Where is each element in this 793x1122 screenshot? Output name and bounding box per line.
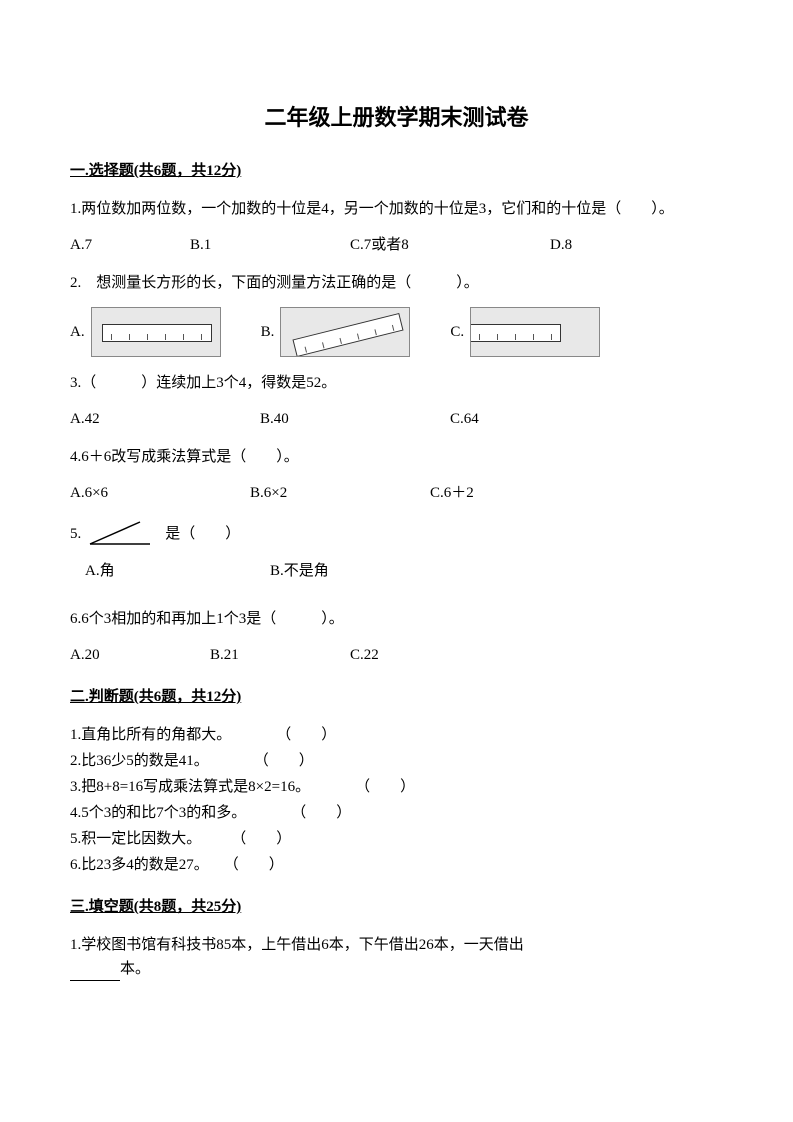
- ruler-image-c: [470, 307, 600, 357]
- q1-text: 1.两位数加两位数，一个加数的十位是4，另一个加数的十位是3，它们和的十位是（ …: [70, 197, 723, 221]
- q2-opt-c-label: C.: [450, 320, 464, 344]
- judge-5: 5.积一定比因数大。 （ ）: [70, 827, 723, 851]
- q2-text: 2. 想测量长方形的长，下面的测量方法正确的是（ ）。: [70, 271, 723, 295]
- q3-opt-a: A.42: [70, 407, 260, 431]
- q1-opt-d: D.8: [550, 233, 572, 257]
- judge-6: 6.比23多4的数是27。 （ ）: [70, 853, 723, 877]
- angle-icon: [85, 519, 155, 549]
- page-title: 二年级上册数学期末测试卷: [70, 100, 723, 135]
- judge-1: 1.直角比所有的角都大。 （ ）: [70, 723, 723, 747]
- ruler-image-a: [91, 307, 221, 357]
- question-6: 6.6个3相加的和再加上1个3是（ ）。 A.20 B.21 C.22: [70, 607, 723, 667]
- question-3: 3.（ ）连续加上3个4，得数是52。 A.42 B.40 C.64: [70, 371, 723, 431]
- q1-opt-c: C.7或者8: [350, 233, 550, 257]
- q5-post: 是（ ）: [165, 522, 240, 546]
- q1-opt-a: A.7: [70, 233, 190, 257]
- q4-opt-a: A.6×6: [70, 481, 250, 505]
- q4-options: A.6×6 B.6×2 C.6＋2: [70, 481, 723, 505]
- q2-opt-b-label: B.: [261, 320, 275, 344]
- question-1: 1.两位数加两位数，一个加数的十位是4，另一个加数的十位是3，它们和的十位是（ …: [70, 197, 723, 257]
- q3-text: 3.（ ）连续加上3个4，得数是52。: [70, 371, 723, 395]
- fill-1b: 本。: [120, 961, 150, 977]
- q3-opt-c: C.64: [450, 407, 479, 431]
- question-5: 5. 是（ ） A.角 B.不是角: [70, 519, 723, 583]
- q2-opt-a: A.: [70, 307, 221, 357]
- q1-options: A.7 B.1 C.7或者8 D.8: [70, 233, 723, 257]
- q3-opt-b: B.40: [260, 407, 450, 431]
- q4-text: 4.6＋6改写成乘法算式是（ ）。: [70, 445, 723, 469]
- section-3-header: 三.填空题(共8题，共25分): [70, 895, 723, 919]
- q5-pre: 5.: [70, 522, 81, 546]
- q6-opt-c: C.22: [350, 643, 379, 667]
- judge-list: 1.直角比所有的角都大。 （ ） 2.比36少5的数是41。 （ ） 3.把8+…: [70, 723, 723, 877]
- q5-opt-a: A.角: [70, 559, 270, 583]
- judge-4: 4.5个3的和比7个3的和多。 （ ）: [70, 801, 723, 825]
- q3-options: A.42 B.40 C.64: [70, 407, 723, 431]
- question-2: 2. 想测量长方形的长，下面的测量方法正确的是（ ）。 A. B. C.: [70, 271, 723, 357]
- judge-2: 2.比36少5的数是41。 （ ）: [70, 749, 723, 773]
- question-4: 4.6＋6改写成乘法算式是（ ）。 A.6×6 B.6×2 C.6＋2: [70, 445, 723, 505]
- q6-opt-a: A.20: [70, 643, 210, 667]
- q2-opt-b: B.: [261, 307, 411, 357]
- q1-opt-b: B.1: [190, 233, 350, 257]
- q6-options: A.20 B.21 C.22: [70, 643, 723, 667]
- fill-1a: 1.学校图书馆有科技书85本，上午借出6本，下午借出26本，一天借出: [70, 937, 524, 953]
- fill-1: 1.学校图书馆有科技书85本，上午借出6本，下午借出26本，一天借出 本。: [70, 933, 723, 981]
- q5-opt-b: B.不是角: [270, 559, 329, 583]
- section-1-header: 一.选择题(共6题，共12分): [70, 159, 723, 183]
- q5-row: 5. 是（ ）: [70, 519, 723, 549]
- q4-opt-b: B.6×2: [250, 481, 430, 505]
- fill-blank: [70, 967, 120, 981]
- ruler-image-b: [280, 307, 410, 357]
- section-2-header: 二.判断题(共6题，共12分): [70, 685, 723, 709]
- q5-options: A.角 B.不是角: [70, 559, 723, 583]
- q4-opt-c: C.6＋2: [430, 481, 474, 505]
- q2-opt-a-label: A.: [70, 320, 85, 344]
- q6-opt-b: B.21: [210, 643, 350, 667]
- q6-text: 6.6个3相加的和再加上1个3是（ ）。: [70, 607, 723, 631]
- judge-3: 3.把8+8=16写成乘法算式是8×2=16。 （ ）: [70, 775, 723, 799]
- q2-options: A. B. C.: [70, 307, 723, 357]
- q2-opt-c: C.: [450, 307, 600, 357]
